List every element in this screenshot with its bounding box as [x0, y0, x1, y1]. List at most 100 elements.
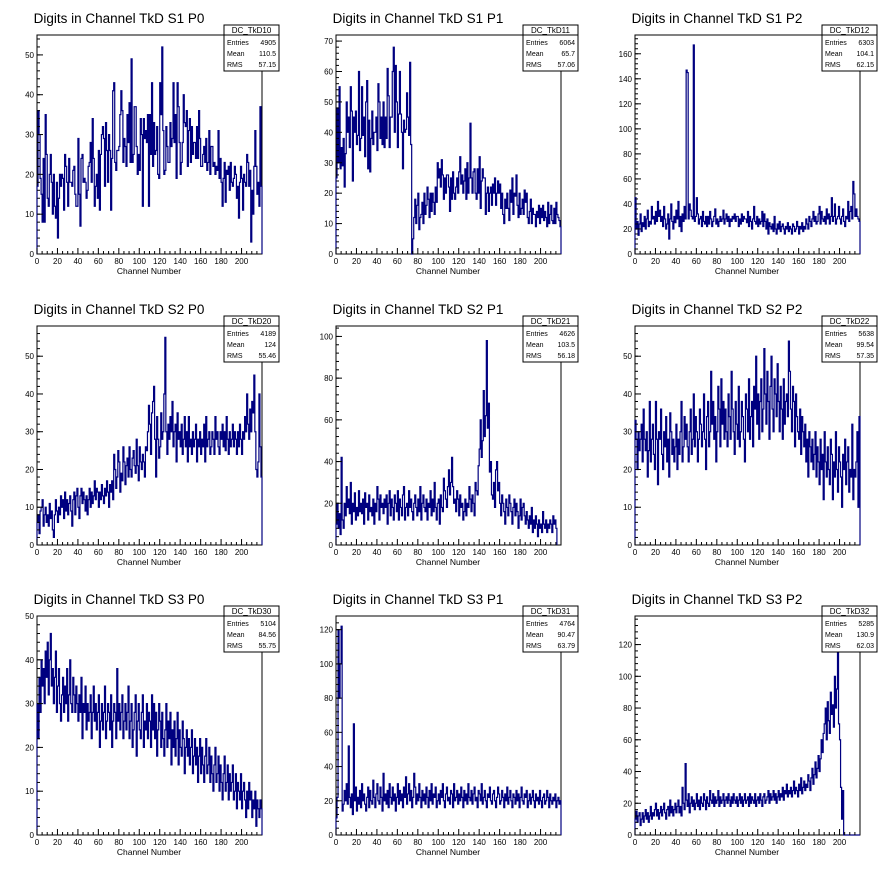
x-axis-label: Channel Number	[715, 557, 779, 567]
y-tick-label: 160	[619, 50, 633, 59]
stats-label-mean: Mean	[825, 632, 843, 639]
x-tick-label: 0	[633, 548, 638, 557]
stats-value-entries: 4189	[260, 331, 276, 338]
y-tick-label: 20	[324, 499, 333, 508]
chart-title: Digits in Channel TkD S3 P2	[632, 592, 803, 607]
stats-value-mean: 124	[264, 342, 276, 349]
histogram-panel-8: 0 20 40 60 80 100 120 140 160 180 200 0 20 40 60 80 100 1…	[320, 592, 579, 857]
stats-label-entries: Entries	[227, 621, 249, 628]
stats-label-entries: Entries	[526, 40, 548, 47]
x-tick-label: 180	[513, 548, 527, 557]
stats-box: DC_TkD10 Entries 4905 Mean 110.5 RMS 57.15	[223, 24, 280, 72]
x-tick-label: 80	[712, 838, 721, 847]
y-tick-label: 10	[623, 503, 632, 512]
y-tick-label: 0	[628, 831, 633, 840]
x-axis-label: Channel Number	[715, 266, 779, 276]
y-tick-label: 100	[619, 125, 633, 134]
y-tick-label: 30	[623, 428, 632, 437]
stats-value-entries: 4626	[559, 331, 575, 338]
stats-box-frame	[821, 605, 878, 653]
x-tick-label: 200	[235, 838, 249, 847]
x-tick-label: 40	[73, 257, 82, 266]
x-tick-label: 160	[493, 257, 507, 266]
stats-label-rms: RMS	[227, 353, 243, 360]
stats-label-rms: RMS	[526, 62, 542, 69]
x-tick-label: 100	[731, 838, 745, 847]
x-tick-label: 180	[513, 257, 527, 266]
y-tick-label: 20	[623, 465, 632, 474]
x-tick-label: 60	[692, 548, 701, 557]
stats-box-frame	[223, 24, 280, 72]
stats-label-mean: Mean	[825, 342, 843, 349]
y-tick-label: 120	[619, 641, 633, 650]
y-tick-label: 100	[320, 660, 334, 669]
histogram-line	[335, 340, 558, 545]
y-tick-label: 40	[25, 390, 34, 399]
x-tick-label: 60	[393, 548, 402, 557]
x-tick-label: 140	[174, 257, 188, 266]
stats-box-frame	[522, 24, 579, 72]
y-tick-label: 50	[25, 51, 34, 60]
x-axis-label: Channel Number	[117, 266, 181, 276]
stats-box-frame	[522, 315, 579, 363]
histogram-panel-9: 0 20 40 60 80 100 120 140 160 180 200 0 20 40 60 80 100 1…	[619, 592, 878, 857]
y-tick-label: 100	[619, 672, 633, 681]
stats-box: DC_TkD11 Entries 6064 Mean 65.7 RMS 57.06	[522, 24, 579, 72]
x-tick-label: 100	[133, 257, 147, 266]
x-tick-label: 60	[692, 838, 701, 847]
y-tick-label: 0	[30, 831, 35, 840]
stats-label-rms: RMS	[526, 353, 542, 360]
x-axis-label: Channel Number	[715, 847, 779, 857]
x-tick-label: 120	[452, 257, 466, 266]
y-tick-label: 80	[324, 694, 333, 703]
histogram-line	[634, 643, 860, 836]
x-tick-label: 120	[751, 257, 765, 266]
y-tick-label: 40	[324, 458, 333, 467]
y-tick-label: 40	[623, 200, 632, 209]
y-tick-label: 60	[324, 68, 333, 77]
y-tick-label: 0	[329, 250, 334, 259]
x-tick-label: 140	[772, 838, 786, 847]
y-tick-label: 30	[25, 700, 34, 709]
y-tick-label: 10	[25, 503, 34, 512]
x-tick-label: 160	[792, 838, 806, 847]
x-tick-label: 120	[751, 838, 765, 847]
x-tick-label: 180	[214, 838, 228, 847]
x-tick-label: 40	[671, 838, 680, 847]
stats-value-entries: 5285	[858, 621, 874, 628]
x-tick-label: 140	[174, 838, 188, 847]
chart-title: Digits in Channel TkD S2 P0	[34, 302, 205, 317]
x-tick-label: 60	[393, 257, 402, 266]
stats-value-rms: 55.75	[258, 643, 276, 650]
stats-label-mean: Mean	[526, 51, 544, 58]
stats-name: DC_TkD31	[531, 607, 571, 616]
stats-name: DC_TkD20	[232, 317, 272, 326]
chart-title: Digits in Channel TkD S1 P0	[34, 11, 205, 26]
histogram-panel-4: 0 20 40 60 80 100 120 140 160 180 200 0 10 20 30 40 50 Di…	[25, 302, 280, 567]
x-tick-label: 160	[194, 257, 208, 266]
x-tick-label: 60	[94, 548, 103, 557]
stats-name: DC_TkD22	[830, 317, 870, 326]
y-tick-label: 60	[623, 736, 632, 745]
y-tick-label: 60	[623, 175, 632, 184]
x-tick-label: 0	[35, 257, 40, 266]
x-tick-label: 180	[812, 838, 826, 847]
x-tick-label: 200	[235, 257, 249, 266]
stats-value-rms: 62.03	[856, 643, 874, 650]
stats-value-rms: 62.15	[856, 62, 874, 69]
x-tick-label: 120	[153, 838, 167, 847]
x-tick-label: 20	[352, 257, 361, 266]
histogram-line	[634, 44, 861, 254]
stats-value-mean: 104.1	[856, 51, 874, 58]
y-tick-label: 140	[619, 75, 633, 84]
stats-value-mean: 110.5	[259, 51, 276, 58]
x-tick-label: 80	[114, 257, 123, 266]
stats-label-rms: RMS	[227, 62, 243, 69]
histogram-panel-1: 0 20 40 60 80 100 120 140 160 180 200 0 10 20 30 40 50 Di…	[25, 11, 280, 276]
y-tick-label: 20	[25, 170, 34, 179]
x-tick-label: 100	[133, 548, 147, 557]
chart-title: Digits in Channel TkD S2 P1	[333, 302, 504, 317]
x-tick-label: 20	[651, 257, 660, 266]
stats-value-entries: 6064	[559, 40, 575, 47]
y-tick-label: 10	[324, 220, 333, 229]
